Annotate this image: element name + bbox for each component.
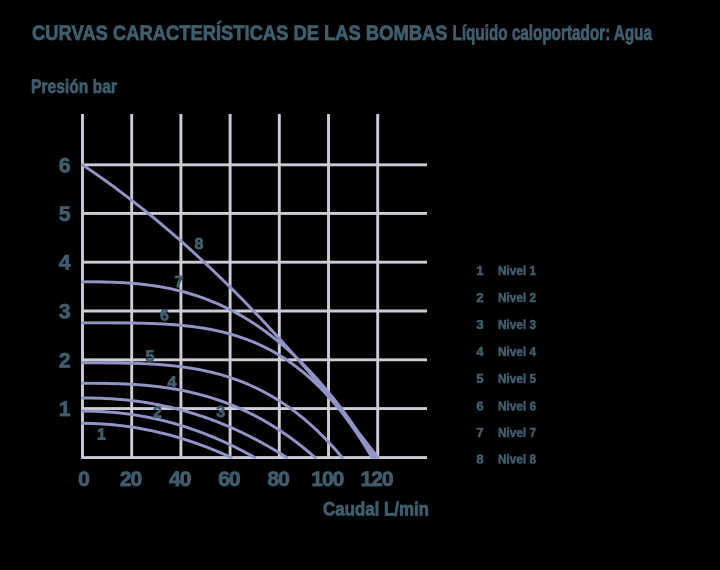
svg-text:3: 3: [59, 301, 71, 324]
svg-text:40: 40: [169, 468, 191, 491]
svg-text:6: 6: [476, 399, 483, 414]
svg-text:Líquido caloportador: Agua: Líquido caloportador: Agua: [453, 22, 653, 45]
svg-text:5: 5: [59, 203, 71, 226]
svg-text:7: 7: [175, 274, 184, 291]
svg-text:2: 2: [476, 290, 483, 305]
svg-text:1: 1: [476, 263, 483, 278]
svg-text:5: 5: [476, 371, 483, 386]
svg-text:3: 3: [216, 404, 225, 421]
svg-text:100: 100: [311, 468, 343, 491]
svg-text:Nivel 7: Nivel 7: [498, 425, 536, 440]
svg-text:4: 4: [168, 375, 177, 392]
svg-text:2: 2: [153, 405, 162, 422]
svg-text:Caudal L/min: Caudal L/min: [323, 500, 429, 521]
svg-text:1: 1: [59, 398, 71, 421]
svg-text:1: 1: [97, 427, 106, 444]
svg-text:80: 80: [267, 468, 289, 491]
svg-text:Presión bar: Presión bar: [31, 76, 117, 98]
svg-text:6: 6: [59, 154, 71, 177]
svg-text:Nivel 1: Nivel 1: [498, 263, 536, 278]
svg-text:7: 7: [476, 425, 483, 440]
svg-text:8: 8: [476, 452, 483, 467]
svg-text:4: 4: [476, 344, 484, 359]
svg-text:6: 6: [160, 308, 169, 325]
svg-text:CURVAS CARACTERÍSTICAS DE LAS: CURVAS CARACTERÍSTICAS DE LAS BOMBAS: [32, 22, 448, 45]
svg-text:Nivel 5: Nivel 5: [498, 371, 536, 386]
svg-text:Nivel 4: Nivel 4: [498, 344, 537, 359]
svg-text:Nivel 2: Nivel 2: [498, 290, 536, 305]
svg-text:0: 0: [78, 468, 89, 491]
svg-text:Nivel 6: Nivel 6: [498, 399, 536, 414]
svg-text:Nivel 3: Nivel 3: [498, 317, 536, 332]
svg-text:120: 120: [360, 468, 392, 491]
svg-text:2: 2: [59, 349, 71, 372]
svg-text:5: 5: [146, 349, 155, 366]
svg-text:3: 3: [476, 317, 483, 332]
svg-text:4: 4: [59, 252, 71, 275]
svg-text:8: 8: [195, 236, 204, 253]
svg-text:60: 60: [218, 468, 240, 491]
svg-text:Nivel 8: Nivel 8: [498, 452, 536, 467]
svg-text:20: 20: [120, 468, 142, 491]
